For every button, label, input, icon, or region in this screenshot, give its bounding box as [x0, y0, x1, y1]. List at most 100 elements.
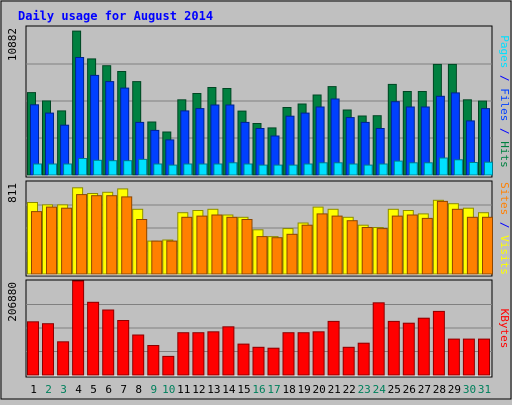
bar-sites-day-31 — [482, 216, 493, 275]
bar-pages-day-7 — [123, 160, 133, 176]
bar-sites-day-11 — [181, 216, 193, 275]
bar-pages-day-21 — [333, 162, 343, 176]
bar-pages-day-2 — [48, 163, 57, 176]
x-tick-label: 11 — [177, 383, 190, 396]
ylabel-part-sites: Sites — [498, 182, 511, 215]
bar-sites-day-23 — [361, 227, 373, 275]
bar-sites-day-9 — [151, 240, 163, 275]
bar-pages-day-22 — [348, 163, 358, 176]
x-tick-label: 31 — [478, 383, 491, 396]
bar-sites-day-2 — [46, 206, 57, 275]
bar-kbytes-day-14 — [222, 326, 235, 376]
bar-pages-day-13 — [213, 163, 223, 176]
panel-max-label: 10882 — [6, 28, 19, 61]
series-files — [30, 57, 490, 176]
bar-kbytes-day-12 — [192, 332, 205, 376]
bar-sites-day-26 — [406, 214, 418, 275]
bar-pages-day-4 — [78, 158, 88, 176]
ylabel-part-kbytes: KBytes — [498, 309, 511, 349]
series-sites — [31, 194, 493, 275]
bar-sites-day-20 — [316, 213, 328, 275]
bar-sites-day-14 — [226, 216, 238, 275]
bar-kbytes-day-6 — [102, 309, 115, 376]
x-tick-label: 14 — [222, 383, 236, 396]
bar-kbytes-day-8 — [132, 334, 145, 376]
panel-ylabel: KBytes — [498, 309, 511, 349]
panel-max-label: 811 — [6, 183, 19, 203]
bar-kbytes-day-3 — [57, 341, 70, 376]
bar-kbytes-day-27 — [417, 317, 430, 376]
bar-files-day-4 — [75, 57, 85, 176]
bar-kbytes-day-23 — [357, 342, 370, 376]
bar-pages-day-1 — [33, 163, 42, 176]
bar-pages-day-5 — [93, 159, 103, 176]
bar-kbytes-day-29 — [447, 338, 460, 376]
x-tick-label: 17 — [267, 383, 280, 396]
bar-pages-day-11 — [183, 163, 193, 176]
x-tick-label: 27 — [418, 383, 431, 396]
bar-sites-day-10 — [166, 240, 178, 275]
panel-volume: 206880 KBytes — [6, 279, 511, 378]
bar-sites-day-15 — [241, 219, 253, 275]
bar-kbytes-day-9 — [147, 345, 160, 376]
bar-sites-day-3 — [61, 207, 73, 275]
ylabel-separator: / — [498, 68, 511, 88]
bar-pages-day-24 — [378, 163, 388, 176]
x-tick-label: 19 — [297, 383, 310, 396]
bar-kbytes-day-22 — [342, 346, 355, 376]
bar-pages-day-16 — [258, 164, 268, 176]
bar-kbytes-day-16 — [252, 346, 265, 376]
x-tick-label: 20 — [312, 383, 325, 396]
ylabel-part-hits: Hits — [498, 141, 511, 168]
bar-sites-day-19 — [301, 224, 313, 275]
bar-kbytes-day-24 — [372, 302, 385, 376]
bar-sites-day-7 — [121, 196, 133, 275]
bar-kbytes-day-28 — [432, 310, 445, 376]
bar-pages-day-28 — [438, 157, 448, 176]
bar-sites-day-21 — [331, 215, 343, 275]
bar-pages-day-30 — [468, 162, 478, 176]
x-tick-label: 5 — [90, 383, 97, 396]
x-tick-label: 23 — [358, 383, 371, 396]
ylabel-part-visits: Visits — [498, 235, 511, 275]
bar-sites-day-5 — [91, 195, 103, 275]
bar-sites-day-18 — [286, 233, 298, 275]
bar-pages-day-17 — [273, 164, 283, 176]
panel-requests: 10882 Pages / Files / Hits — [6, 25, 511, 178]
x-tick-label: 21 — [328, 383, 341, 396]
x-tick-label: 2 — [45, 383, 52, 396]
ylabel-separator: / — [498, 121, 511, 141]
x-tick-label: 10 — [162, 383, 175, 396]
x-tick-label: 4 — [75, 383, 82, 396]
ylabel-part-pages: Pages — [498, 35, 511, 68]
x-tick-label: 1 — [30, 383, 37, 396]
bar-kbytes-day-10 — [162, 355, 175, 376]
panel-max-label: 206880 — [6, 282, 19, 322]
bar-kbytes-day-19 — [297, 332, 310, 376]
bar-sites-day-25 — [391, 215, 403, 275]
bar-pages-day-15 — [243, 163, 253, 176]
bar-pages-day-20 — [318, 162, 328, 176]
x-tick-label: 3 — [60, 383, 67, 396]
bar-sites-day-22 — [346, 220, 358, 275]
x-tick-label: 30 — [463, 383, 476, 396]
bar-pages-day-18 — [288, 164, 298, 176]
x-tick-label: 6 — [105, 383, 112, 396]
x-tick-label: 22 — [343, 383, 356, 396]
bar-pages-day-9 — [153, 163, 163, 176]
bar-sites-day-16 — [256, 236, 268, 275]
chart-panels: 10882 Pages / Files / Hits 811 Sites / Visi… — [6, 25, 511, 378]
bar-sites-day-29 — [451, 208, 463, 275]
bar-pages-day-31 — [484, 161, 493, 176]
x-tick-label: 25 — [388, 383, 401, 396]
bar-kbytes-day-17 — [267, 347, 280, 376]
bar-sites-day-6 — [106, 195, 118, 275]
bar-kbytes-day-5 — [87, 301, 100, 376]
bar-kbytes-day-31 — [478, 338, 490, 376]
x-tick-label: 28 — [433, 383, 446, 396]
bar-sites-day-28 — [436, 200, 448, 275]
bar-pages-day-29 — [453, 159, 463, 176]
bar-sites-day-30 — [466, 216, 478, 275]
